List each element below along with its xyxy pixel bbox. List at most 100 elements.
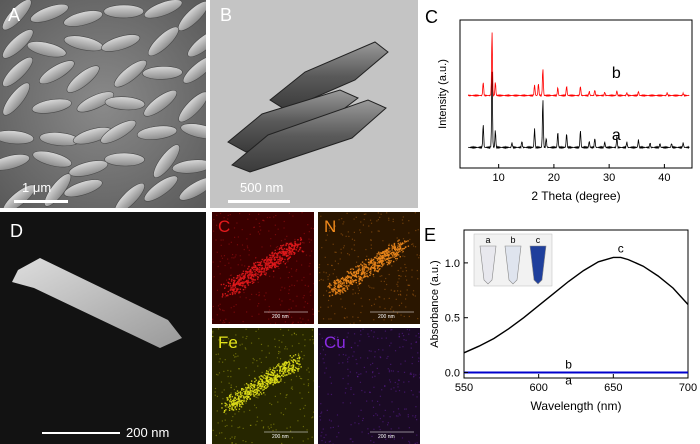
map-noise-dot (235, 386, 237, 388)
map-signal-dot (286, 248, 289, 251)
map-signal-dot (292, 366, 295, 368)
map-signal-dot (386, 251, 388, 254)
map-noise-dot (361, 431, 363, 433)
map-signal-dot (383, 252, 386, 255)
map-signal-dot (234, 285, 236, 287)
map-signal-dot (280, 257, 282, 259)
map-signal-dot (350, 282, 352, 285)
map-noise-dot (350, 438, 352, 440)
map-noise-dot (330, 420, 332, 422)
map-noise-dot (379, 404, 381, 406)
map-signal-dot (287, 366, 290, 369)
map-signal-dot (280, 246, 283, 249)
map-noise-dot (382, 240, 384, 242)
map-noise-dot (280, 289, 282, 291)
map-signal-dot (246, 398, 248, 401)
map-noise-dot (416, 396, 418, 398)
map-noise-dot (374, 356, 376, 358)
map-signal-dot (339, 285, 341, 287)
map-signal-dot (244, 281, 246, 283)
map-noise-dot (381, 389, 383, 391)
map-noise-dot (215, 239, 217, 241)
map-noise-dot (379, 417, 381, 420)
map-noise-dot (235, 334, 237, 336)
map-signal-dot (379, 253, 381, 255)
map-signal-dot (289, 250, 291, 253)
map-noise-dot (362, 328, 364, 330)
map-signal-dot (393, 242, 396, 245)
map-noise-dot (340, 252, 342, 254)
map-signal-dot (248, 393, 250, 395)
map-signal-dot (404, 241, 406, 243)
map-signal-dot (242, 277, 244, 279)
map-noise-dot (225, 279, 228, 281)
map-noise-dot (263, 220, 265, 222)
map-noise-dot (303, 250, 305, 252)
map-signal-dot (397, 246, 399, 248)
map-signal-dot (233, 403, 235, 406)
map-noise-dot (299, 317, 301, 319)
map-signal-dot (231, 278, 233, 281)
map-signal-dot (294, 366, 297, 369)
map-signal-dot (295, 249, 297, 251)
inset-tube (479, 245, 497, 285)
map-signal-dot (247, 271, 249, 273)
map-signal-dot (239, 400, 241, 403)
map-noise-dot (274, 395, 276, 398)
map-signal-dot (268, 373, 271, 375)
map-noise-dot (257, 365, 259, 367)
sem-particle (63, 179, 103, 198)
map-signal-dot (297, 239, 299, 241)
map-noise-dot (384, 307, 386, 310)
map-noise-dot (221, 420, 223, 422)
map-signal-dot (384, 255, 386, 258)
map-signal-dot (233, 398, 235, 400)
map-noise-dot (245, 388, 247, 390)
map-noise-dot (399, 290, 402, 292)
x-tick-label: 30 (603, 172, 615, 184)
map-signal-dot (296, 245, 299, 247)
map-signal-dot (224, 405, 227, 407)
map-noise-dot (349, 438, 351, 440)
map-signal-dot (278, 381, 280, 383)
map-noise-dot (361, 419, 364, 422)
map-signal-dot (293, 253, 295, 255)
sem-particle (76, 91, 115, 113)
map-signal-dot (241, 389, 243, 391)
map-noise-dot (359, 381, 362, 383)
map-noise-dot (324, 256, 326, 258)
map-noise-dot (277, 245, 279, 248)
map-noise-dot (378, 437, 380, 439)
map-noise-dot (285, 394, 287, 396)
map-noise-dot (359, 229, 361, 231)
map-signal-dot (233, 280, 236, 283)
map-noise-dot (328, 230, 331, 232)
map-noise-dot (389, 416, 391, 418)
map-noise-dot (264, 299, 266, 301)
map-signal-dot (284, 371, 287, 373)
map-signal-dot (243, 278, 245, 280)
map-signal-dot (234, 283, 237, 286)
map-noise-dot (301, 279, 303, 281)
map-noise-dot (335, 276, 338, 278)
map-noise-dot (288, 308, 290, 311)
map-signal-dot (246, 390, 249, 392)
map-signal-dot (269, 266, 271, 269)
map-noise-dot (337, 263, 339, 265)
map-signal-dot (227, 281, 229, 284)
map-noise-dot (310, 239, 312, 241)
map-signal-dot (270, 377, 272, 379)
map-signal-dot (244, 272, 247, 275)
map-signal-dot (284, 252, 287, 255)
map-signal-dot (243, 399, 245, 401)
map-signal-dot (389, 252, 392, 255)
map-noise-dot (272, 314, 275, 317)
map-noise-dot (360, 333, 362, 336)
map-noise-dot (370, 440, 372, 442)
map-noise-dot (308, 265, 310, 267)
map-signal-dot (257, 382, 259, 384)
map-noise-dot (312, 339, 314, 341)
map-signal-dot (377, 261, 380, 263)
map-noise-dot (307, 379, 309, 381)
map-signal-dot (250, 390, 252, 392)
